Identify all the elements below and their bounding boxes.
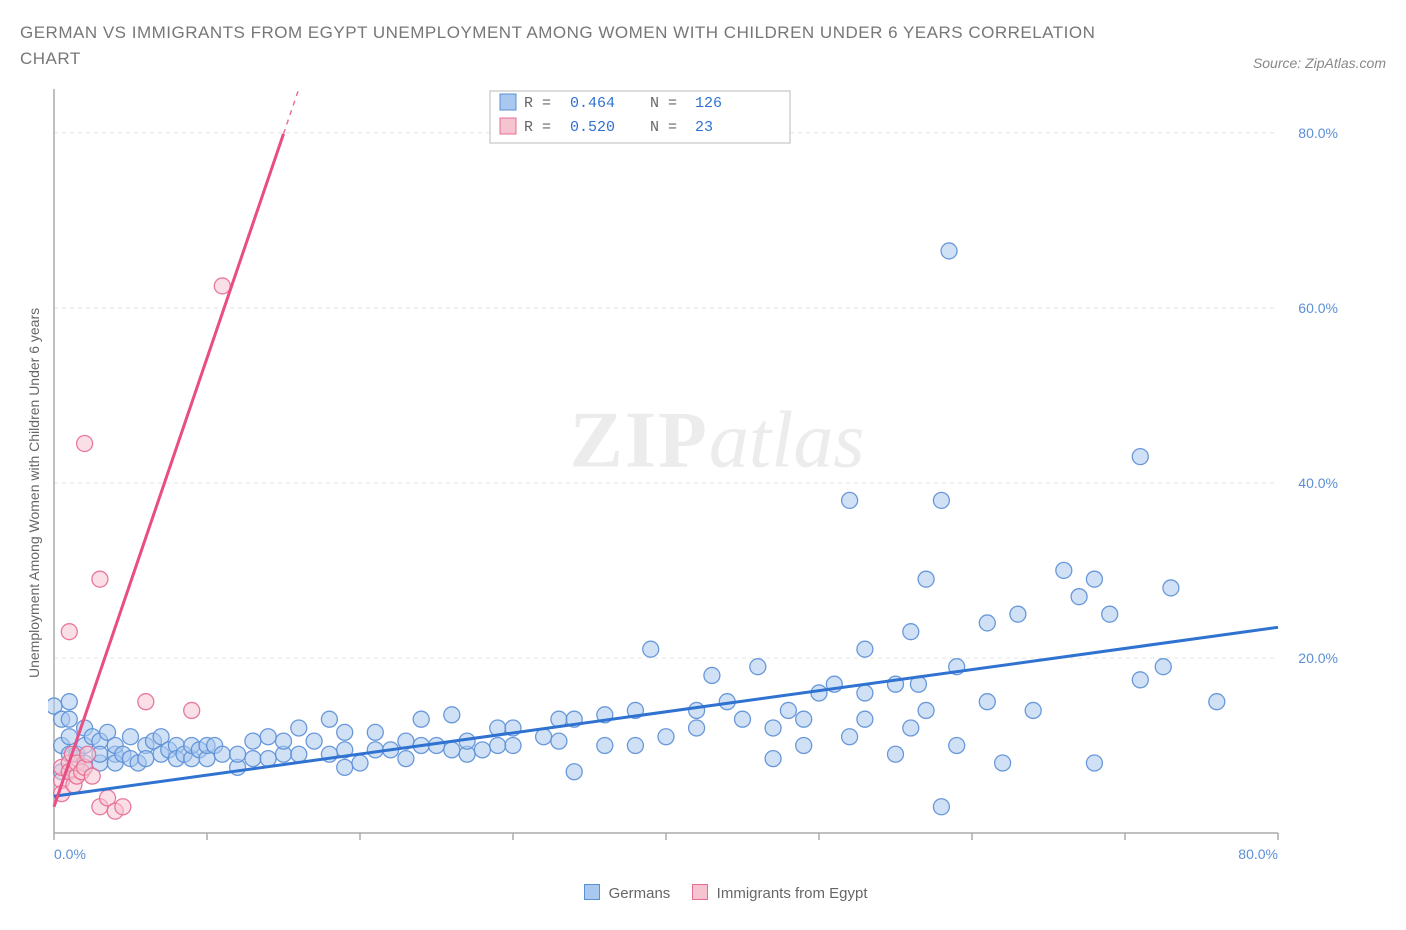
- svg-text:60.0%: 60.0%: [1298, 300, 1338, 316]
- svg-text:23: 23: [695, 119, 713, 136]
- svg-text:0.520: 0.520: [570, 119, 615, 136]
- chart-title: GERMAN VS IMMIGRANTS FROM EGYPT UNEMPLOY…: [20, 20, 1120, 71]
- svg-text:R =: R =: [524, 119, 551, 136]
- chart-container: Unemployment Among Women with Children U…: [20, 83, 1386, 902]
- legend-label-germans: Germans: [609, 885, 671, 902]
- svg-text:80.0%: 80.0%: [1298, 125, 1338, 141]
- svg-text:0.464: 0.464: [570, 95, 615, 112]
- svg-text:N =: N =: [650, 119, 677, 136]
- svg-text:R =: R =: [524, 95, 551, 112]
- scatter-plot: 0.0% 80.0% 20.0% 40.0% 60.0% 80.0% R = 0.464 N =…: [48, 83, 1348, 873]
- legend-swatch-egypt: [692, 884, 708, 900]
- svg-text:N =: N =: [650, 95, 677, 112]
- legend-swatch-germans: [584, 884, 600, 900]
- svg-text:0.0%: 0.0%: [54, 846, 86, 862]
- svg-text:126: 126: [695, 95, 722, 112]
- header-row: GERMAN VS IMMIGRANTS FROM EGYPT UNEMPLOY…: [20, 20, 1386, 71]
- bottom-legend: Germans Immigrants from Egypt: [48, 878, 1386, 902]
- source-label: Source: ZipAtlas.com: [1253, 55, 1386, 71]
- svg-text:40.0%: 40.0%: [1298, 475, 1338, 491]
- svg-text:20.0%: 20.0%: [1298, 650, 1338, 666]
- svg-text:80.0%: 80.0%: [1238, 846, 1278, 862]
- legend-label-egypt: Immigrants from Egypt: [717, 885, 868, 902]
- y-axis-label: Unemployment Among Women with Children U…: [20, 83, 48, 902]
